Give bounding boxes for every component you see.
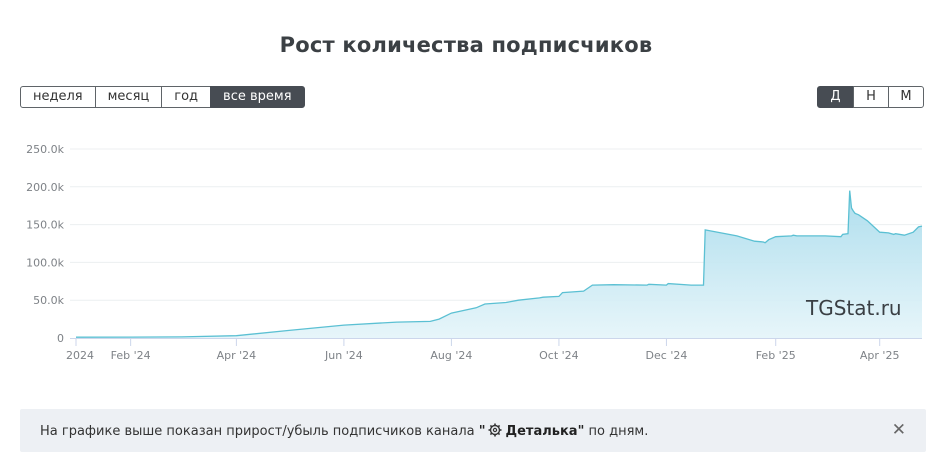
granularity-selector: Д Н М <box>817 86 924 108</box>
period-month-button[interactable]: месяц <box>94 86 163 108</box>
granularity-day-button[interactable]: Д <box>817 86 854 108</box>
period-selector: неделя месяц год все время <box>20 86 305 108</box>
y-tick-label: 0 <box>57 332 64 345</box>
period-all-time-button[interactable]: все время <box>210 86 305 108</box>
chart-title: Рост количества подписчиков <box>279 33 653 57</box>
x-tick-label: Aug '24 <box>430 349 472 362</box>
info-quote-open: " <box>478 423 486 439</box>
info-text: На графике выше показан прирост/убыль по… <box>40 423 648 439</box>
tgstat-watermark: TGStat.ru <box>806 296 902 320</box>
y-tick-label: 250.0k <box>26 143 64 156</box>
series-area <box>76 190 922 338</box>
x-tick-label: Apr '25 <box>860 349 900 362</box>
subscriber-growth-chart[interactable]: 0 50.0k 100.0k 150.0k 200.0k 250.0k 2024 Feb '… <box>0 130 932 375</box>
granularity-week-button[interactable]: Н <box>853 86 889 108</box>
period-year-button[interactable]: год <box>161 86 212 108</box>
x-tick-label: Oct '24 <box>539 349 579 362</box>
y-tick-label: 200.0k <box>26 181 64 194</box>
series-line[interactable] <box>75 190 923 338</box>
close-icon[interactable]: ✕ <box>891 420 906 440</box>
y-tick-label: 100.0k <box>26 256 64 269</box>
info-quote-close: " <box>577 423 585 439</box>
x-tick-label: Dec '24 <box>646 349 688 362</box>
x-tick-label: Jun '24 <box>324 349 363 362</box>
x-tick-label: Feb '25 <box>756 349 796 362</box>
x-tick-label: Apr '24 <box>217 349 257 362</box>
info-prefix: На графике выше показан прирост/убыль по… <box>40 423 479 439</box>
y-tick-label: 50.0k <box>33 294 64 307</box>
granularity-month-button[interactable]: М <box>888 86 924 108</box>
gear-icon <box>488 423 502 436</box>
x-tick-label: 2024 <box>66 349 94 362</box>
period-week-button[interactable]: неделя <box>20 86 96 108</box>
info-bar: На графике выше показан прирост/убыль по… <box>20 409 926 452</box>
channel-name: Деталька <box>505 423 578 439</box>
y-tick-label: 150.0k <box>26 219 64 232</box>
x-tick-label: Feb '24 <box>111 349 151 362</box>
info-suffix: по дням. <box>584 423 649 439</box>
